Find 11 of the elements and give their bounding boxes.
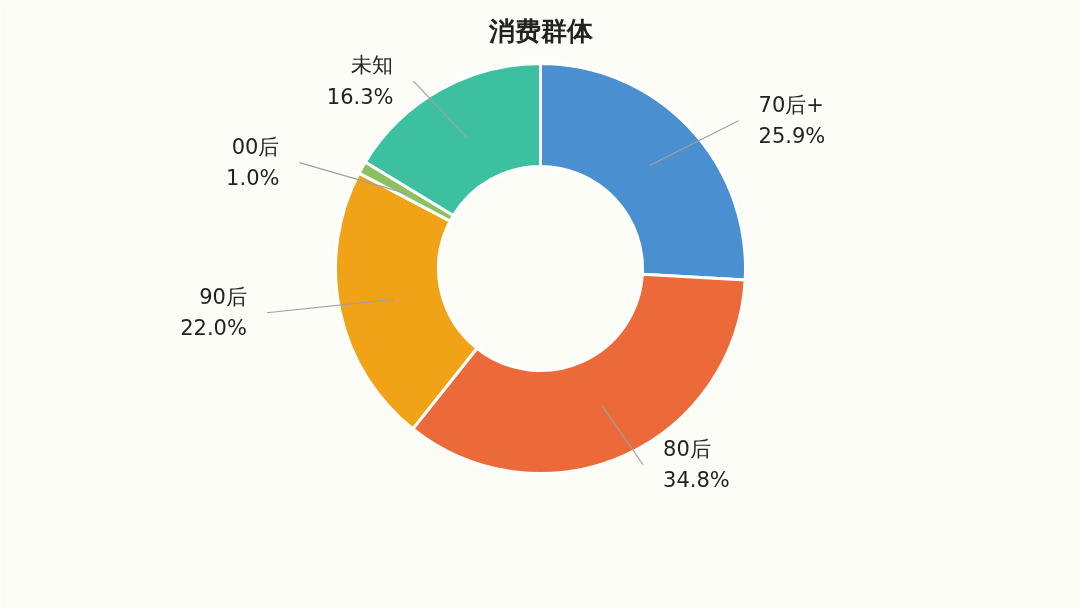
slice-label: 70后+ <box>758 93 824 118</box>
chart-title: 消费群体 <box>487 15 594 46</box>
data-label: 1.0% <box>226 166 280 191</box>
slice-label: 90后 <box>199 285 247 310</box>
data-label: 16.3% <box>326 84 394 109</box>
data-label: 34.8% <box>663 468 730 493</box>
slice-label: 00后 <box>231 134 280 159</box>
slice-label: 未知 <box>351 53 394 78</box>
data-label: 25.9% <box>758 124 826 149</box>
data-label: 22.0% <box>180 316 247 341</box>
slice-label: 80后 <box>663 437 711 462</box>
